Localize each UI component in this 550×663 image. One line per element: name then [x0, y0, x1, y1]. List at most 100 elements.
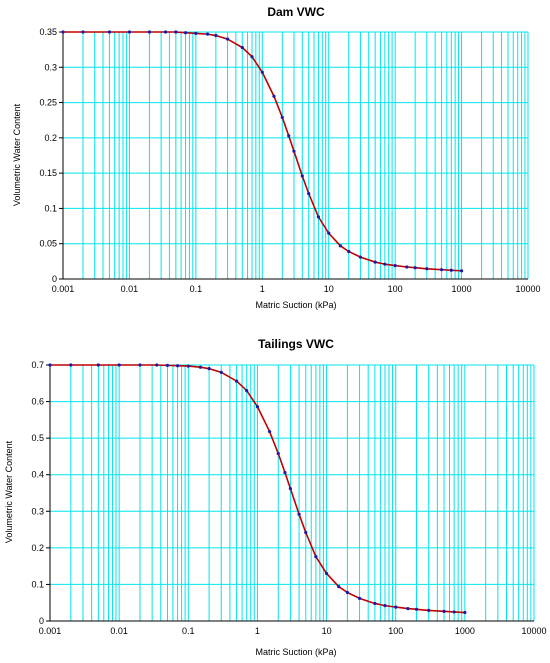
data-point	[268, 429, 272, 434]
data-point	[147, 30, 152, 34]
data-point	[304, 530, 308, 535]
x-tick-label: 0.01	[121, 284, 139, 294]
data-point	[194, 31, 198, 36]
data-point	[260, 70, 264, 74]
data-point	[373, 260, 377, 264]
x-tick-label: 10	[322, 626, 332, 636]
y-tick-label: 0.35	[39, 27, 57, 37]
y-tick-label: 0.5	[31, 433, 44, 443]
data-point	[198, 365, 203, 369]
chart-title: Dam VWC	[267, 5, 325, 19]
data-point	[347, 249, 351, 254]
y-tick-label: 0	[52, 274, 57, 284]
chart-title: Tailings VWC	[258, 337, 334, 351]
data-point	[414, 607, 419, 611]
data-point	[292, 149, 296, 153]
tailings-vwc-chart: Tailings VWC 0 0.1 0.2 0.3 0.4 0.5 0.6 0.7 0.001…	[4, 337, 547, 657]
data-point	[155, 363, 159, 367]
data-point	[452, 610, 456, 614]
data-point	[280, 115, 284, 119]
data-point	[250, 55, 254, 59]
data-point	[287, 134, 291, 138]
data-point	[163, 30, 168, 34]
y-tick-label: 0.4	[31, 470, 44, 480]
data-point	[307, 192, 311, 196]
data-point	[283, 470, 287, 475]
data-point	[240, 45, 244, 50]
data-point	[327, 231, 331, 235]
x-tick-label: 1000	[455, 626, 475, 636]
data-point	[186, 364, 190, 368]
x-tick-label: 10000	[515, 284, 540, 294]
plot-area: 0 0.1 0.2 0.3 0.4 0.5 0.6 0.7 0.001 0.01 0.1 1 10 100…	[31, 360, 546, 636]
x-axis-label: Matric Suction (kPa)	[255, 647, 336, 657]
y-tick-label: 0.7	[31, 360, 44, 370]
data-point	[297, 512, 301, 516]
x-tick-label: 0.001	[52, 284, 75, 294]
data-point	[316, 215, 321, 219]
data-point	[272, 94, 276, 98]
data-point	[81, 30, 85, 34]
data-point	[413, 266, 417, 270]
x-tick-label: 1	[255, 626, 260, 636]
dam-vwc-chart: Dam VWC 00.050.10.150.20.250.30.350.001 0…	[12, 5, 541, 310]
data-point	[345, 590, 349, 595]
data-point	[393, 263, 397, 268]
data-point	[394, 605, 398, 609]
data-point	[96, 363, 100, 367]
x-tick-label: 0.1	[182, 626, 195, 636]
data-point	[276, 451, 280, 456]
data-point	[174, 30, 178, 34]
data-point	[219, 370, 223, 374]
y-tick-label: 0.1	[44, 203, 57, 213]
data-point	[235, 379, 239, 383]
plot-area: 0 0.05 0.1 0.15 0.2 0.25 0.3 0.35 0.001 0.01 0.1 1 1…	[39, 27, 540, 294]
data-point	[406, 606, 410, 611]
data-point	[183, 31, 188, 35]
data-point	[61, 30, 65, 34]
y-tick-label: 0	[39, 616, 44, 626]
y-tick-label: 0.6	[31, 397, 44, 407]
data-point	[288, 487, 293, 491]
y-tick-label: 0.2	[31, 543, 44, 553]
data-point	[69, 363, 73, 367]
y-tick-label: 0.05	[39, 239, 57, 249]
data-point	[207, 367, 211, 371]
data-point	[357, 596, 362, 600]
data-point	[337, 585, 341, 589]
x-tick-label: 100	[388, 284, 403, 294]
data-point	[383, 262, 387, 266]
y-tick-label: 0.25	[39, 98, 57, 108]
data-point	[107, 30, 112, 34]
x-tick-label: 0.001	[39, 626, 62, 636]
x-axis-label: Matric Suction (kPa)	[255, 300, 336, 310]
data-point	[127, 30, 132, 34]
data-point	[425, 267, 429, 271]
data-point	[314, 555, 318, 559]
y-tick-label: 0.3	[31, 506, 44, 516]
data-point	[439, 268, 444, 272]
data-point	[338, 244, 343, 248]
data-point	[300, 174, 304, 178]
data-point	[205, 32, 210, 36]
data-point	[165, 363, 170, 367]
data-point	[214, 33, 218, 38]
data-point	[463, 610, 467, 615]
x-tick-label: 1	[260, 284, 265, 294]
data-point	[138, 363, 142, 367]
data-point	[117, 363, 121, 367]
data-point	[442, 609, 446, 613]
y-tick-label: 0.15	[39, 168, 57, 178]
x-tick-label: 0.1	[190, 284, 203, 294]
y-tick-label: 0.3	[44, 62, 57, 72]
data-point	[459, 269, 464, 273]
data-point	[324, 571, 329, 576]
y-axis-label: Volumetric Water Content	[4, 440, 14, 543]
data-point	[427, 608, 431, 612]
x-tick-label: 10	[324, 284, 334, 294]
data-point	[383, 604, 387, 608]
data-point	[225, 37, 230, 41]
x-tick-label: 100	[388, 626, 403, 636]
x-tick-label: 1000	[452, 284, 472, 294]
